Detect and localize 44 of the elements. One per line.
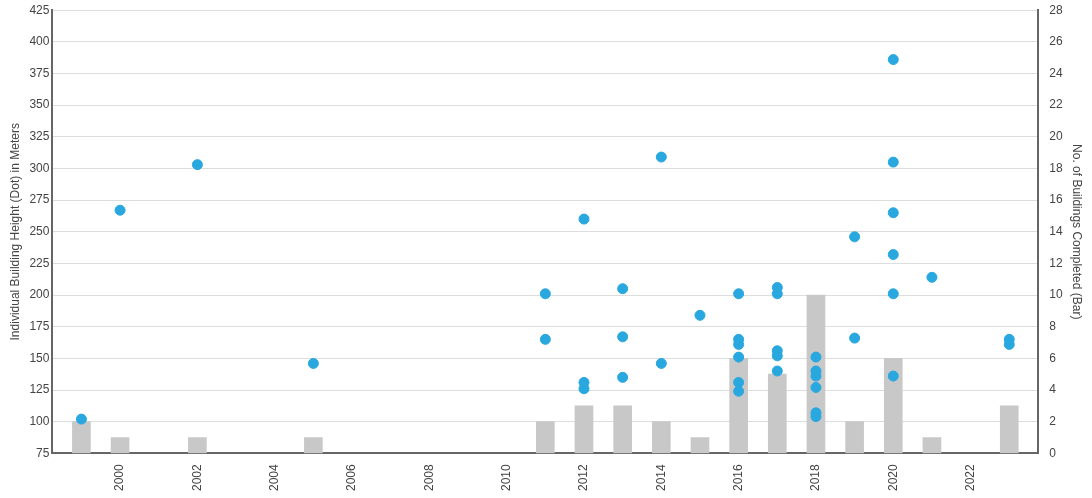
y2-axis-title: No. of Buildings Completed (Bar): [1070, 144, 1085, 320]
y-tick-label: 150: [29, 350, 50, 365]
y-tick-label: 75: [36, 445, 50, 460]
y2-tick-label: 0: [1049, 445, 1057, 460]
y-tick-label: 200: [29, 287, 50, 302]
x-tick-label: 2010: [498, 463, 513, 492]
y2-tick-label: 20: [1049, 129, 1063, 144]
y-tick-label: 300: [29, 160, 50, 175]
x-tick-label: 2014: [653, 463, 668, 492]
y-tick-label: 175: [29, 319, 50, 334]
y2-tick-label: 8: [1049, 319, 1057, 334]
x-tick-label: 2004: [267, 463, 282, 492]
x-tick-label: 2016: [730, 463, 745, 492]
y-tick-label: 275: [29, 192, 50, 207]
x-tick-label: 2002: [189, 463, 204, 492]
y2-tick-label: 18: [1049, 160, 1063, 175]
x-tick-label: 2018: [808, 463, 823, 492]
y2-tick-label: 16: [1049, 192, 1063, 207]
x-tick-label: 2008: [421, 463, 436, 492]
y-tick-label: 125: [29, 382, 50, 397]
y2-tick-label: 22: [1049, 97, 1063, 112]
y2-tick-label: 12: [1049, 255, 1063, 270]
y2-tick-label: 4: [1049, 382, 1057, 397]
y-tick-label: 325: [29, 129, 50, 144]
y2-tick-label: 26: [1049, 34, 1063, 49]
y2-tick-label: 2: [1049, 413, 1057, 428]
y-tick-label: 425: [29, 2, 50, 17]
y2-tick-label: 28: [1049, 2, 1063, 17]
x-tick-label: 2006: [344, 463, 359, 492]
y-axis-title: Individual Building Height (Dot) in Meters: [7, 123, 22, 341]
x-tick-label: 2012: [576, 463, 591, 492]
y2-tick-label: 6: [1049, 350, 1057, 365]
x-tick-label: 2000: [112, 463, 127, 492]
y-tick-label: 100: [29, 413, 50, 428]
y-tick-label: 375: [29, 65, 50, 80]
y-tick-label: 350: [29, 97, 50, 112]
x-tick-label: 2022: [962, 463, 977, 492]
y-tick-label: 400: [29, 34, 50, 49]
y2-tick-label: 14: [1049, 224, 1063, 239]
y2-tick-label: 10: [1049, 287, 1063, 302]
y-tick-label: 250: [29, 224, 50, 239]
x-tick-label: 2020: [885, 463, 900, 492]
y2-tick-label: 24: [1049, 65, 1063, 80]
y-tick-label: 225: [29, 255, 50, 270]
